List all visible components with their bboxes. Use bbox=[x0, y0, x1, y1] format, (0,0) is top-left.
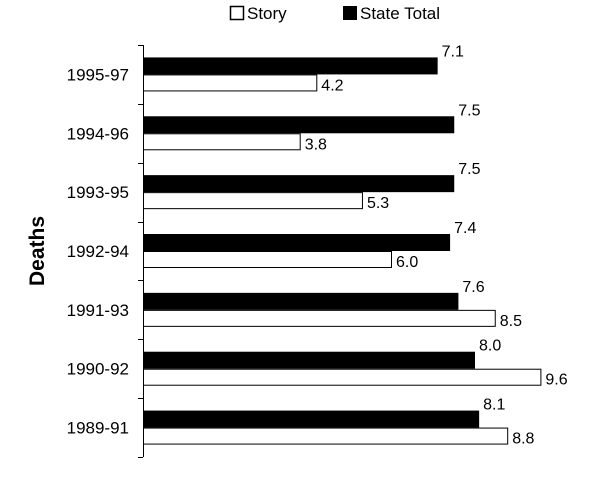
legend-swatch-story bbox=[229, 5, 245, 21]
bar-state-total-1989-91 bbox=[143, 410, 480, 428]
category-label-1993-95: 1993-95 bbox=[67, 183, 129, 202]
category-label-1994-96: 1994-96 bbox=[67, 124, 129, 143]
data-label-story-1992-94: 6.0 bbox=[396, 254, 418, 271]
legend-label-state-total: State Total bbox=[360, 4, 440, 23]
bar-story-1989-91 bbox=[143, 427, 509, 445]
bar-story-1992-94 bbox=[143, 251, 392, 268]
category-label-1991-93: 1991-93 bbox=[67, 301, 129, 320]
data-label-story-1990-92: 9.6 bbox=[545, 372, 567, 389]
bar-story-1993-95 bbox=[143, 192, 363, 210]
data-label-story-1994-96: 3.8 bbox=[305, 136, 327, 153]
bar-story-1995-97 bbox=[143, 74, 318, 92]
y-axis-title: Deaths bbox=[26, 216, 49, 286]
bar-state-total-1993-95 bbox=[143, 175, 455, 193]
data-label-state-total-1989-91: 8.1 bbox=[483, 397, 505, 414]
data-label-state-total-1990-92: 8.0 bbox=[479, 338, 501, 355]
bar-state-total-1992-94 bbox=[143, 234, 451, 251]
category-label-1990-92: 1990-92 bbox=[67, 360, 129, 379]
category-label-1989-91: 1989-91 bbox=[67, 419, 129, 438]
bar-state-total-1995-97 bbox=[143, 57, 438, 75]
data-label-story-1989-91: 8.8 bbox=[512, 431, 534, 448]
bar-state-total-1994-96 bbox=[143, 116, 455, 134]
data-label-story-1993-95: 5.3 bbox=[367, 195, 389, 212]
category-label-1995-97: 1995-97 bbox=[67, 65, 129, 84]
bar-story-1990-92 bbox=[143, 368, 542, 386]
data-label-state-total-1993-95: 7.5 bbox=[458, 161, 480, 178]
data-label-state-total-1992-94: 7.4 bbox=[454, 220, 476, 237]
bar-story-1994-96 bbox=[143, 133, 301, 151]
bar-story-1991-93 bbox=[143, 309, 496, 327]
data-label-story-1991-93: 8.5 bbox=[500, 313, 522, 330]
category-label-1992-94: 1992-94 bbox=[67, 242, 129, 261]
legend-label-story: Story bbox=[247, 4, 287, 23]
data-label-state-total-1994-96: 7.5 bbox=[458, 102, 480, 119]
data-label-story-1995-97: 4.2 bbox=[321, 77, 343, 94]
legend-swatch-state-total bbox=[343, 6, 357, 20]
plot-area: 1995-97 7.1 4.2 1994-96 7.5 3.8 1993-95 7.5 5.3 1… bbox=[67, 43, 568, 458]
bar-state-total-1991-93 bbox=[143, 292, 459, 310]
data-label-state-total-1995-97: 7.1 bbox=[442, 43, 464, 60]
legend: Story State Total bbox=[229, 4, 440, 23]
data-label-state-total-1991-93: 7.6 bbox=[462, 279, 484, 296]
bar-state-total-1990-92 bbox=[143, 351, 475, 369]
